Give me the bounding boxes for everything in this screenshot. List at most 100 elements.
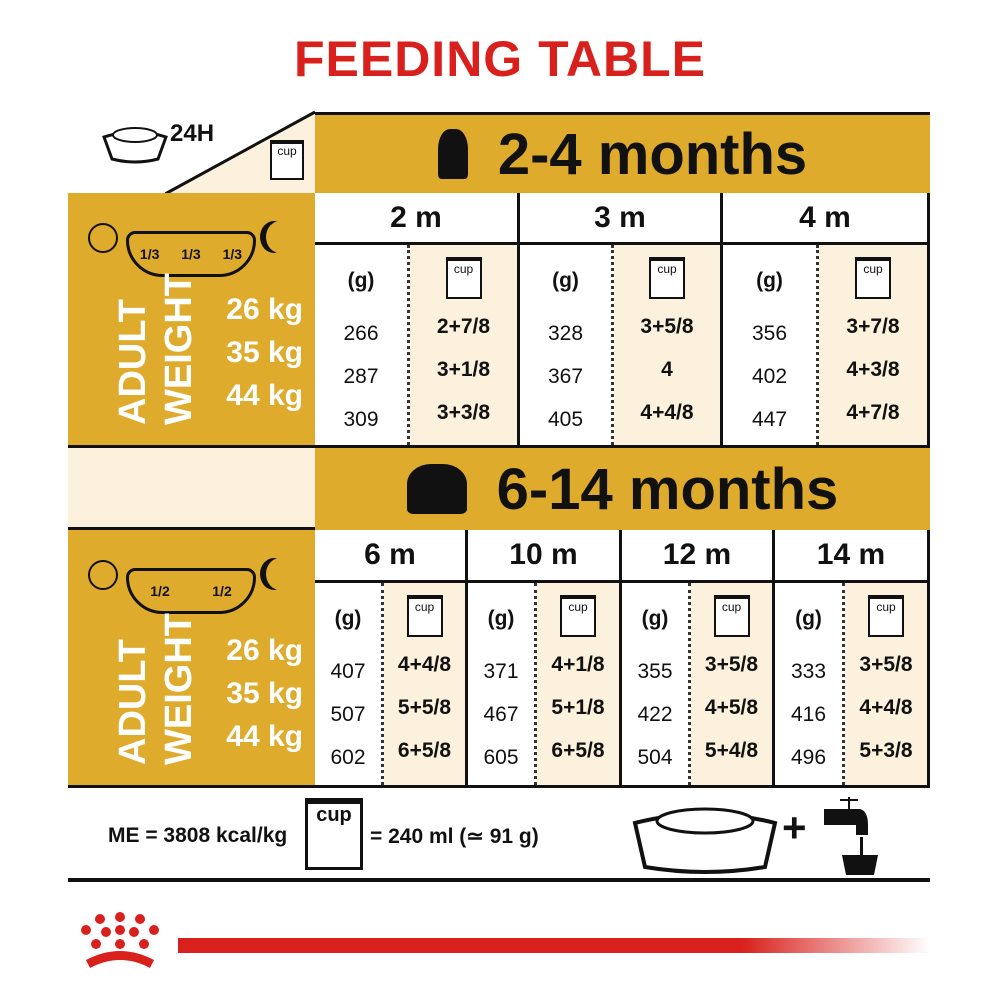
age-group-header: 2-4 months <box>315 112 930 196</box>
moon-icon <box>266 221 294 253</box>
cup-icon-label: cup <box>568 600 588 614</box>
cup-icon-label: cup <box>721 600 742 614</box>
grams-value: 447 <box>751 408 788 431</box>
cups-value: 3+5/8 <box>704 653 759 676</box>
age-column-header: 14 m <box>775 530 930 583</box>
cups-value: 5+5/8 <box>397 696 452 719</box>
footer-divider <box>68 878 930 882</box>
grams-column: (g) 355 422 504 <box>622 583 691 785</box>
grams-value: 467 <box>483 703 519 726</box>
age-column-header: 6 m <box>315 530 468 583</box>
cup-icon: cup <box>868 595 904 637</box>
portion-label: 1/3 <box>139 246 160 262</box>
cup-icon-label: cup <box>316 804 352 826</box>
age-group-title: 6-14 months <box>496 456 839 522</box>
adult-weight-panel: 1/2 1/2 ADULT WEIGHT 26 kg 35 kg 44 kg <box>68 530 315 785</box>
cups-value: 5+3/8 <box>859 739 913 762</box>
age-column-header: 10 m <box>468 530 622 583</box>
cups-value: 6+5/8 <box>397 739 452 762</box>
grams-unit-label: (g) <box>552 269 579 292</box>
page-title: FEEDING TABLE <box>293 31 707 87</box>
spacer <box>622 640 688 650</box>
age-column-header: 12 m <box>622 530 775 583</box>
24h-label: 24H <box>170 120 215 147</box>
energy-text: ME = 3808 kcal/kg <box>108 824 288 847</box>
cup-icon-label: cup <box>453 262 474 276</box>
grams-value: 507 <box>330 703 366 726</box>
grams-value: 605 <box>483 746 519 769</box>
grams-value: 504 <box>637 746 673 769</box>
grams-value: 309 <box>343 408 379 431</box>
grams-unit-label: (g) <box>641 607 669 630</box>
cups-column: cup 3+5/8 4 4+4/8 <box>614 245 723 445</box>
weight-value: 35 kg <box>226 677 303 710</box>
age-group-title: 2-4 months <box>497 121 808 187</box>
grams-value: 333 <box>790 660 827 683</box>
portion-bowl-icon: 1/3 1/3 1/3 <box>126 231 256 277</box>
water-tap-icon <box>824 797 878 875</box>
cup-icon: cup <box>713 595 750 637</box>
adult-label: ADULT <box>112 299 154 425</box>
grams-value: 602 <box>330 746 366 769</box>
moon-icon <box>266 558 294 590</box>
royal-canin-crown-logo <box>81 912 159 968</box>
age-column-header: 3 m <box>520 193 723 245</box>
grams-column: (g) 328 367 405 <box>520 245 614 445</box>
grams-value: 422 <box>637 703 673 726</box>
spacer <box>520 302 611 312</box>
cups-value: 4+4/8 <box>397 653 452 676</box>
age-column-header: 2 m <box>315 193 520 245</box>
grams-unit-label: (g) <box>756 269 783 292</box>
food-bowl-icon <box>102 127 168 164</box>
cups-column: cup 4+1/8 5+1/8 6+5/8 <box>537 583 622 785</box>
plus-sign: + <box>782 804 807 851</box>
cups-value: 6+5/8 <box>551 739 605 762</box>
spacer-band <box>68 445 315 530</box>
portion-label: 1/3 <box>181 246 201 262</box>
cups-value: 4+5/8 <box>704 696 759 719</box>
cups-column: cup 3+7/8 4+3/8 4+7/8 <box>819 245 930 445</box>
grams-value: 416 <box>790 703 827 726</box>
grams-value: 356 <box>751 322 788 345</box>
weight-value: 35 kg <box>226 336 303 369</box>
cup-icon-label: cup <box>863 262 883 276</box>
cups-value: 2+7/8 <box>436 315 491 338</box>
weight-value: 26 kg <box>226 634 303 667</box>
cups-column: cup 3+5/8 4+5/8 5+4/8 <box>691 583 775 785</box>
grams-column: (g) 407 507 602 <box>315 583 384 785</box>
cup-icon: cup <box>855 257 891 299</box>
food-bowl-icon <box>632 807 778 874</box>
grams-value: 371 <box>483 660 519 683</box>
adult-label: ADULT <box>112 639 154 765</box>
cups-value: 3+7/8 <box>846 315 900 338</box>
cup-icon: cup <box>406 595 443 637</box>
cups-value: 3+3/8 <box>436 401 491 424</box>
cup-equivalence-text: = 240 ml (≃ 91 g) <box>370 825 539 848</box>
cups-value: 4+1/8 <box>551 653 605 676</box>
sun-icon <box>88 223 118 253</box>
cups-column: cup 3+5/8 4+4/8 5+3/8 <box>845 583 930 785</box>
spacer <box>315 640 381 650</box>
puppy-icon <box>437 129 468 179</box>
grams-value: 402 <box>751 365 788 388</box>
weight-value: 26 kg <box>226 293 303 326</box>
cups-value: 3+5/8 <box>640 315 694 338</box>
cups-value: 4+3/8 <box>846 358 900 381</box>
grams-unit-label: (g) <box>347 269 375 292</box>
grams-column: (g) 266 287 309 <box>315 245 410 445</box>
age-group-header: 6-14 months <box>315 445 930 533</box>
cup-icon-label: cup <box>876 600 896 614</box>
grams-unit-label: (g) <box>487 607 515 630</box>
spacer <box>468 640 534 650</box>
grams-value: 266 <box>343 322 379 345</box>
cups-value: 4+7/8 <box>846 401 900 424</box>
grams-value: 287 <box>343 365 379 388</box>
divider <box>68 785 930 788</box>
cups-column: cup 2+7/8 3+1/8 3+3/8 <box>410 245 520 445</box>
portion-label: 1/2 <box>212 583 232 599</box>
weight-list: 26 kg 35 kg 44 kg <box>158 288 303 417</box>
weight-list: 26 kg 35 kg 44 kg <box>158 629 303 758</box>
grams-unit-label: (g) <box>795 607 822 630</box>
cups-column: cup 4+4/8 5+5/8 6+5/8 <box>384 583 468 785</box>
grams-column: (g) 333 416 496 <box>775 583 845 785</box>
